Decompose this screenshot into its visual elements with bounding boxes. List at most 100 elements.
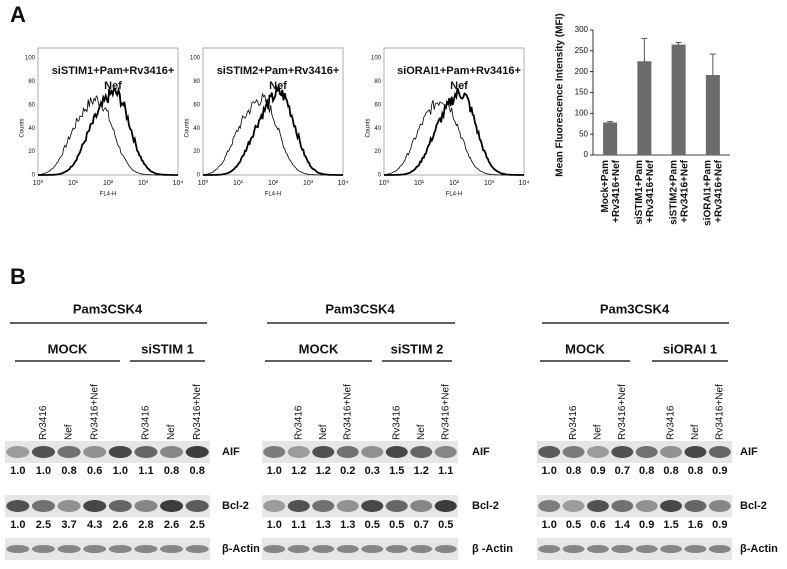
blot-strip xyxy=(262,538,458,560)
histogram-curve xyxy=(37,95,178,176)
band xyxy=(6,545,30,553)
group-label: siORAI 1 xyxy=(663,341,717,356)
quantification: 1.0 xyxy=(267,519,282,531)
y-tick-label: 60 xyxy=(28,102,35,108)
band xyxy=(708,545,731,553)
quantification: 0.5 xyxy=(438,519,453,531)
x-tick-label: 10⁴ xyxy=(519,180,530,187)
band xyxy=(611,446,634,458)
band xyxy=(708,446,731,458)
quantification: 1.3 xyxy=(316,519,331,531)
band xyxy=(660,500,683,512)
histogram-frame xyxy=(37,47,179,176)
band xyxy=(263,446,286,458)
x-axis-label: FL4-H xyxy=(265,192,282,198)
blot-strip xyxy=(5,441,210,463)
lane-label: Rv3416+Nef xyxy=(714,384,725,440)
band xyxy=(562,545,585,553)
band xyxy=(312,500,335,512)
band xyxy=(83,500,107,512)
band xyxy=(361,500,384,512)
quantification: 1.0 xyxy=(10,465,25,477)
band xyxy=(263,500,286,512)
band xyxy=(108,545,132,553)
band xyxy=(336,545,359,553)
x-tick-label: 10¹ xyxy=(68,180,79,187)
histogram-curve xyxy=(384,100,524,176)
band xyxy=(538,545,561,553)
quantification: 1.1 xyxy=(291,519,306,531)
y-tick-label: 50 xyxy=(579,129,588,138)
band xyxy=(108,446,132,458)
band xyxy=(287,500,310,512)
x-tick-label: 10² xyxy=(449,180,460,187)
band xyxy=(660,545,683,553)
band xyxy=(185,500,209,512)
group-label: siSTIM 1 xyxy=(141,341,194,356)
quantification: 0.5 xyxy=(389,519,404,531)
band xyxy=(287,446,310,458)
quantification: 1.0 xyxy=(542,519,557,531)
band xyxy=(6,446,30,458)
lane-label: Rv3416 xyxy=(38,405,49,440)
x-tick-label: 10² xyxy=(103,180,114,187)
blot-strip xyxy=(5,538,210,560)
bar xyxy=(637,61,652,155)
lane-label: Nef xyxy=(416,424,427,440)
x-tick-label: 10⁴ xyxy=(338,180,349,187)
lane-label: Rv3416+Nef xyxy=(342,384,353,440)
quantification: 1.3 xyxy=(340,519,355,531)
band xyxy=(562,446,585,458)
band xyxy=(185,545,209,553)
histogram-curve xyxy=(203,83,343,176)
y-tick-label: 300 xyxy=(575,25,589,34)
row-label: Bcl-2 xyxy=(472,500,499,512)
bar xyxy=(603,122,618,155)
band xyxy=(31,446,55,458)
quantification: 1.5 xyxy=(663,519,678,531)
x-tick-label: 10³ xyxy=(138,180,149,187)
quantification: 0.8 xyxy=(190,465,205,477)
band xyxy=(684,500,707,512)
y-tick-label: 250 xyxy=(575,46,589,55)
band xyxy=(538,446,561,458)
band xyxy=(160,500,184,512)
quantification: 2.8 xyxy=(138,519,153,531)
treatment-label: Pam3CSK4 xyxy=(325,301,395,316)
row-label: AIF xyxy=(472,446,490,458)
blot-strip xyxy=(537,538,732,560)
error-bar xyxy=(607,121,614,123)
histogram-curve xyxy=(384,88,524,176)
y-axis-label: Counts xyxy=(185,118,191,137)
quantification: 1.1 xyxy=(138,465,153,477)
quantification: 2.6 xyxy=(164,519,179,531)
y-tick-label: 0 xyxy=(197,173,201,179)
quantification: 3.7 xyxy=(61,519,76,531)
row-label: β -Actin xyxy=(472,543,513,555)
band xyxy=(410,446,433,458)
band xyxy=(160,446,184,458)
y-tick-label: 100 xyxy=(575,108,589,117)
band xyxy=(361,446,384,458)
histogram-frame xyxy=(202,47,344,176)
lane-label: Rv3416 xyxy=(293,405,304,440)
row-label: β-Actin xyxy=(740,543,778,555)
y-tick-label: 60 xyxy=(374,102,381,108)
y-tick-label: 0 xyxy=(378,173,382,179)
row-label: Bcl-2 xyxy=(740,500,767,512)
band xyxy=(108,500,132,512)
band xyxy=(684,446,707,458)
y-tick-label: 200 xyxy=(575,67,589,76)
quantification: 4.3 xyxy=(87,519,102,531)
y-axis-label: Mean Fluorescence Intensity (MFI) xyxy=(555,13,566,176)
band xyxy=(31,545,55,553)
quantification: 1.2 xyxy=(316,465,331,477)
x-tick-label: +Rv3416+Nef xyxy=(714,159,725,222)
quantification: 0.5 xyxy=(566,519,581,531)
blot-strip xyxy=(537,495,732,517)
band xyxy=(538,500,561,512)
group-label: MOCK xyxy=(565,341,605,356)
x-tick-label: 10³ xyxy=(303,180,314,187)
band xyxy=(586,500,609,512)
band xyxy=(562,500,585,512)
